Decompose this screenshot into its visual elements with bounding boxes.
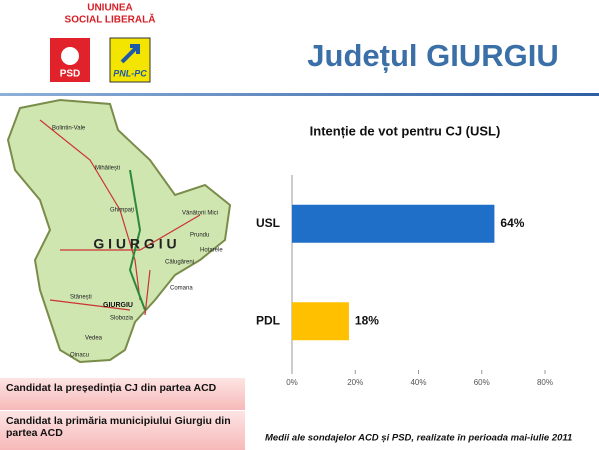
logo-text: SOCIAL LIBERALĂ [65, 13, 156, 26]
y-tick-label: USL [256, 216, 280, 230]
town-label: Comana [170, 286, 193, 292]
county-map [6, 98, 232, 364]
x-tick-label: 0% [286, 378, 298, 387]
x-tick-label: 60% [474, 378, 490, 387]
logo-text: PNL-PC [113, 68, 147, 78]
town-label: Călugăreni [165, 260, 194, 266]
town-label: Vedea [85, 336, 103, 342]
city-label: GIURGIU [103, 302, 133, 309]
town-label: Slobozia [110, 316, 134, 322]
logo-text: PSD [60, 69, 81, 80]
bar [292, 204, 495, 243]
county-label: G I U R G I U [93, 236, 176, 252]
footnote: Medii ale sondajelor ACD și PSD, realiza… [265, 433, 572, 444]
title-rule [0, 93, 599, 96]
town-label: Bolintin-Vale [52, 126, 86, 132]
slide-title: Județul GIURGIU [307, 38, 558, 73]
x-tick-label: 20% [347, 378, 363, 387]
roads [39, 119, 201, 316]
note-box: Candidat la președinția CJ din partea AC… [0, 378, 245, 410]
x-tick-label: 80% [537, 378, 553, 387]
value-label: 18% [355, 313, 379, 327]
note-box: Candidat la primăria municipiului Giurgi… [0, 411, 245, 450]
y-tick-label: PDL [256, 313, 280, 327]
town-label: Prundu [190, 233, 209, 239]
town-label: Stănești [70, 295, 92, 301]
town-label: Ghimpați [110, 208, 134, 214]
pnl-arrow [120, 44, 140, 64]
logo-text: UNIUNEA [87, 3, 133, 14]
town-label: Hotarele [200, 248, 223, 254]
chart-title: Intenție de vot pentru CJ (USL) [310, 123, 501, 138]
town-label: Oinacu [70, 353, 89, 359]
town-label: Mihăilești [95, 166, 120, 172]
river [128, 169, 146, 311]
town-label: Vânătorii Mici [182, 211, 218, 217]
psd-rose [61, 47, 79, 65]
x-tick-label: 40% [410, 378, 426, 387]
bar [292, 302, 349, 341]
value-label: 64% [500, 216, 524, 230]
